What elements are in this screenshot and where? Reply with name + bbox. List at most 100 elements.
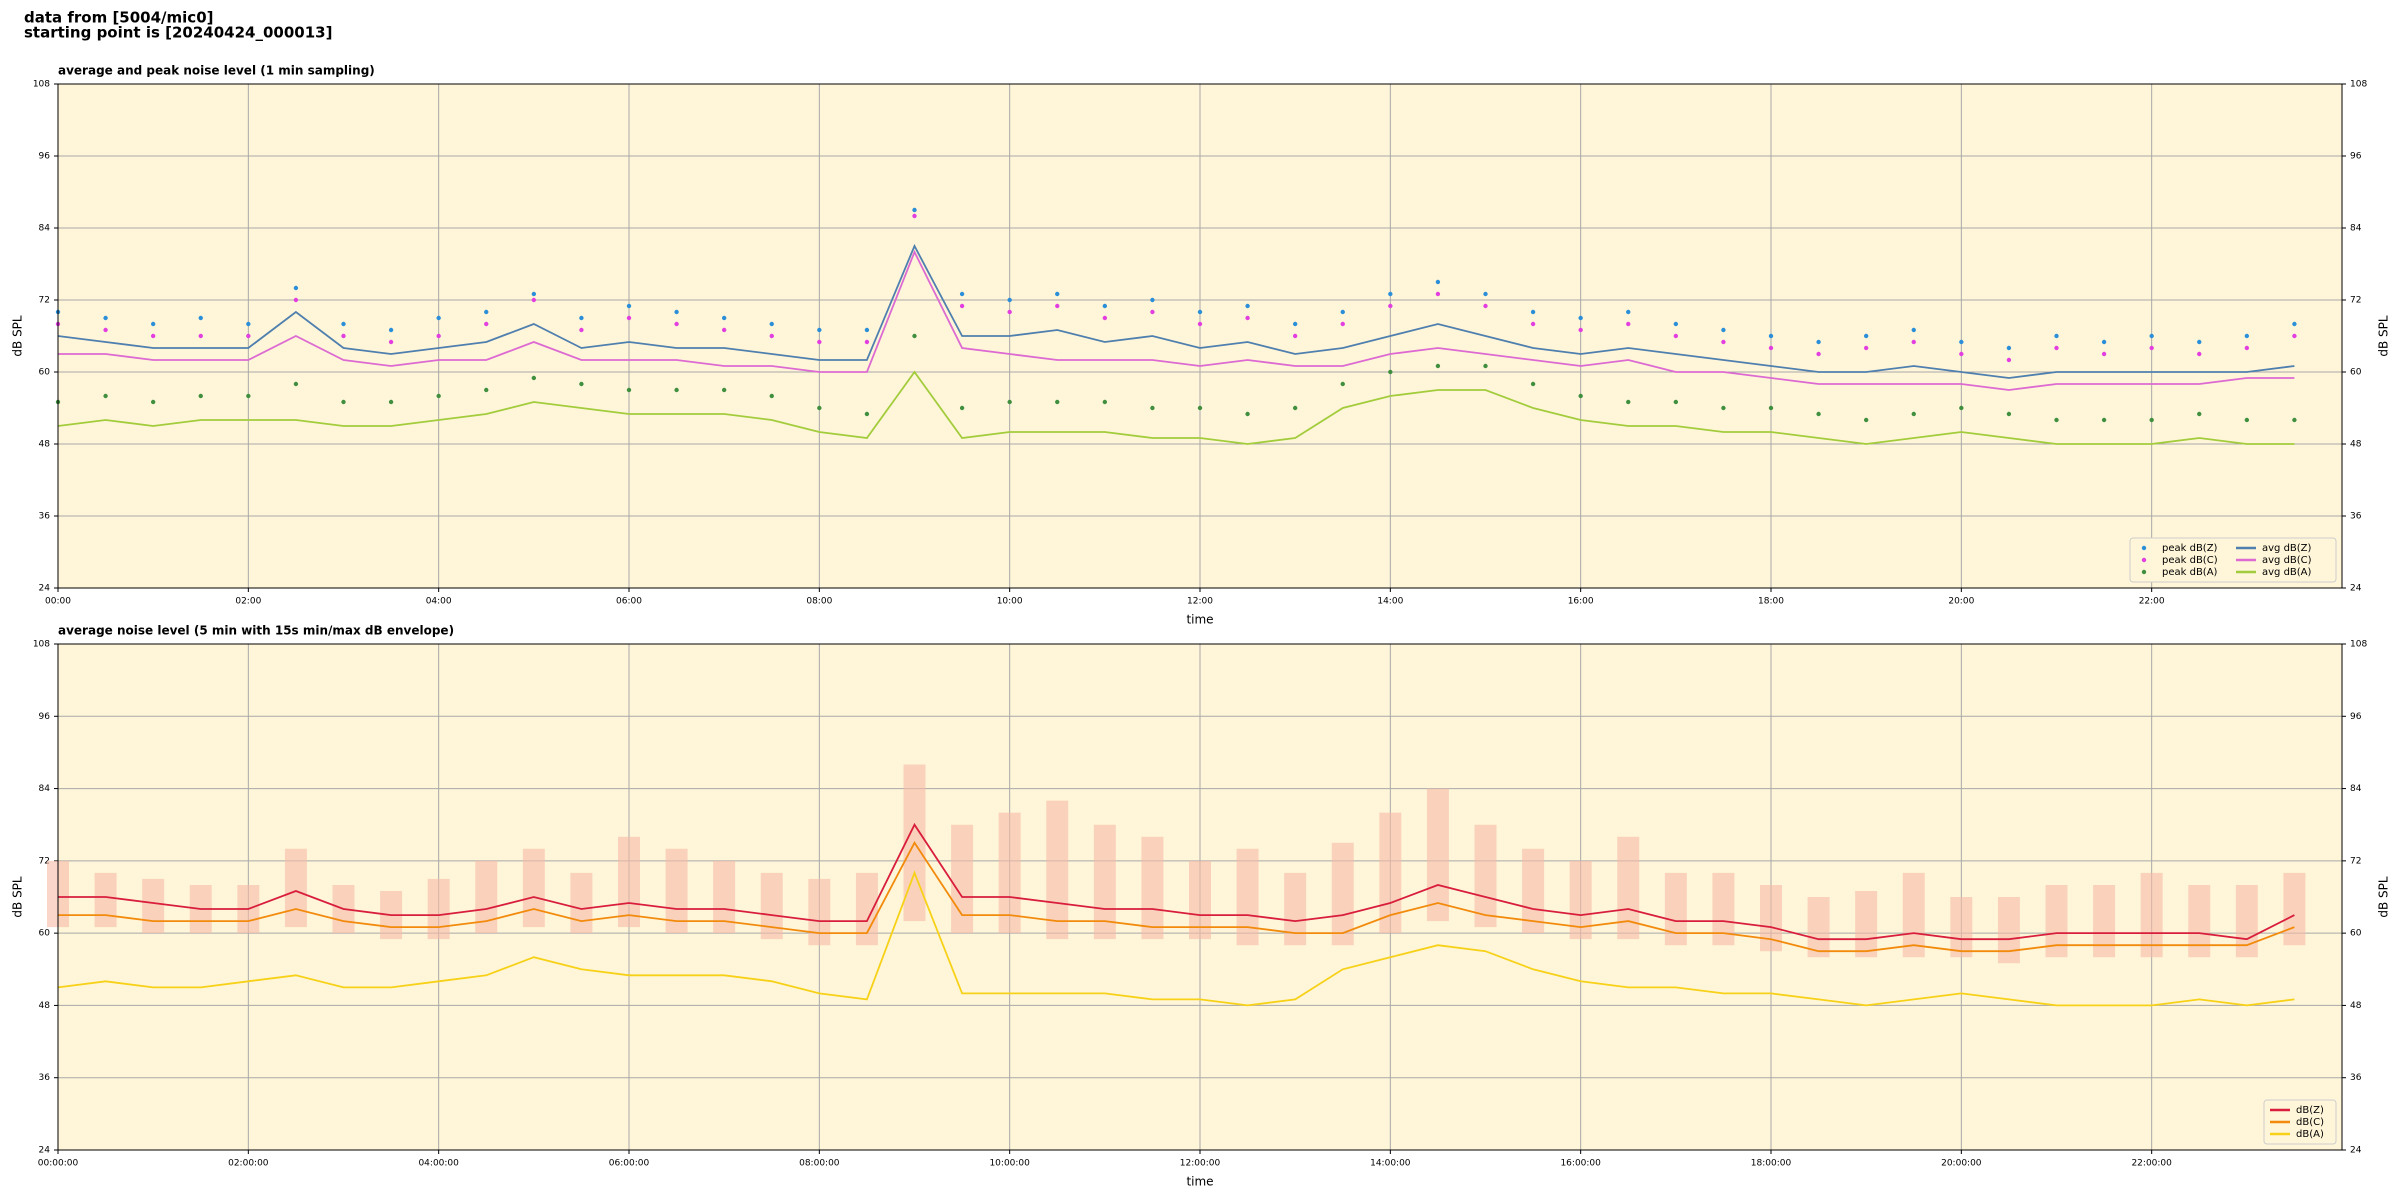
- y-tick-label: 48: [39, 1001, 51, 1011]
- y-tick-label: 108: [2350, 80, 2367, 90]
- peak-point: [1530, 381, 1536, 387]
- x-tick-label: 16:00: [1568, 597, 1594, 607]
- peak-point: [626, 303, 632, 309]
- peak-point: [1959, 405, 1964, 411]
- peak-point: [1863, 417, 1869, 423]
- peak-point: [721, 315, 727, 321]
- peak-point: [721, 327, 727, 333]
- peak-point: [1245, 303, 1250, 309]
- x-tick-label: 18:00: [1758, 597, 1784, 607]
- peak-point: [1721, 405, 1726, 411]
- x-tick-label: 18:00:00: [1751, 1159, 1792, 1169]
- peak-point: [1626, 309, 1631, 315]
- peak-point: [388, 327, 394, 333]
- peak-point: [959, 291, 965, 297]
- peak-point: [246, 321, 251, 327]
- peak-point: [1673, 333, 1679, 339]
- legend-label: dB(C): [2296, 1117, 2324, 1128]
- x-tick-label: 08:00: [806, 597, 832, 607]
- peak-point: [2054, 345, 2059, 351]
- peak-point: [1626, 399, 1631, 405]
- peak-point: [1150, 297, 1155, 303]
- peak-point: [1102, 399, 1108, 405]
- peak-point: [817, 327, 822, 333]
- y-tick-label: 60: [39, 929, 51, 939]
- x-tick-label: 16:00:00: [1560, 1159, 1601, 1169]
- peak-point: [674, 387, 679, 393]
- legend-box: [2129, 537, 2337, 583]
- peak-point: [1245, 411, 1250, 417]
- peak-point: [769, 321, 774, 327]
- peak-point: [1197, 309, 1203, 315]
- peak-point: [1483, 291, 1488, 297]
- peak-point: [293, 285, 299, 291]
- y-tick-label: 48: [39, 440, 51, 450]
- peak-point: [1911, 327, 1916, 333]
- peak-point: [531, 291, 537, 297]
- x-tick-label: 22:00: [2139, 597, 2165, 607]
- peak-point: [198, 333, 203, 339]
- peak-point: [1292, 333, 1298, 339]
- legend-label: avg dB(C): [2262, 555, 2312, 566]
- peak-point: [2197, 339, 2202, 345]
- peak-point: [1388, 369, 1393, 375]
- peak-point: [436, 333, 441, 339]
- peak-point: [388, 339, 394, 345]
- y-tick-label: 36: [39, 512, 51, 522]
- peak-point: [436, 393, 441, 399]
- peak-point: [484, 321, 489, 327]
- x-tick-label: 04:00: [426, 597, 452, 607]
- peak-point: [1340, 381, 1345, 387]
- peak-point: [150, 399, 156, 405]
- peak-point: [674, 309, 679, 315]
- peak-point: [2149, 345, 2154, 351]
- peak-point: [1435, 363, 1441, 369]
- peak-point: [150, 321, 156, 327]
- y-tick-label: 36: [2350, 512, 2362, 522]
- peak-point: [436, 315, 441, 321]
- peak-point: [2006, 345, 2012, 351]
- peak-point: [1197, 321, 1203, 327]
- y-tick-label: 96: [2350, 712, 2362, 722]
- peak-point: [912, 207, 917, 213]
- peak-point: [1768, 405, 1774, 411]
- y-tick-label: 60: [2350, 368, 2362, 378]
- y-tick-label: 108: [33, 640, 50, 650]
- peak-point: [103, 393, 108, 399]
- peak-point: [531, 297, 537, 303]
- y-tick-label: 36: [2350, 1073, 2362, 1083]
- peak-point: [817, 339, 822, 345]
- chart-title: average noise level (5 min with 15s min/…: [58, 624, 454, 638]
- series-line: [58, 249, 2295, 391]
- peak-point: [2101, 417, 2107, 423]
- legend-label: peak dB(C): [2162, 555, 2218, 566]
- peak-point: [2292, 417, 2297, 423]
- y-tick-label: 84: [2350, 784, 2362, 794]
- y-tick-label: 48: [2350, 1001, 2362, 1011]
- peak-point: [1578, 327, 1583, 333]
- x-tick-label: 06:00: [616, 597, 642, 607]
- peak-point: [1959, 351, 1964, 357]
- peak-point: [1483, 303, 1488, 309]
- peak-point: [626, 315, 632, 321]
- y-tick-label: 84: [39, 784, 51, 794]
- peak-point: [484, 309, 489, 315]
- legend-marker: [2141, 545, 2147, 551]
- x-tick-label: 08:00:00: [799, 1159, 840, 1169]
- series-line: [57, 370, 2295, 445]
- peak-point: [1768, 333, 1774, 339]
- peak-point: [2054, 417, 2059, 423]
- y-axis-label: dB SPL: [11, 876, 25, 918]
- peak-point: [864, 339, 870, 345]
- peak-point: [246, 333, 251, 339]
- peak-point: [1959, 339, 1964, 345]
- peak-point: [912, 213, 917, 219]
- peak-point: [2006, 357, 2012, 363]
- y-tick-label: 24: [39, 1146, 51, 1156]
- legend-label: avg dB(Z): [2262, 543, 2312, 554]
- peak-point: [1197, 405, 1203, 411]
- legend-marker: [2141, 569, 2147, 575]
- peak-point: [150, 333, 156, 339]
- x-tick-label: 04:00:00: [418, 1159, 459, 1169]
